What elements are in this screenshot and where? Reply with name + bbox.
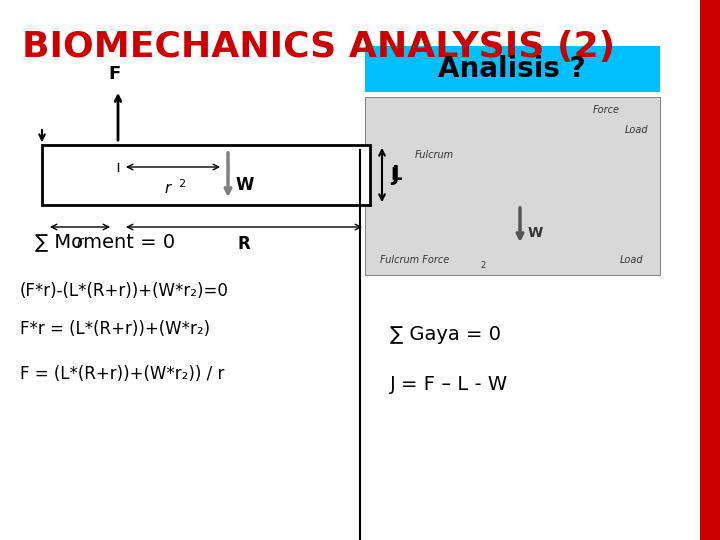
Text: Load: Load xyxy=(620,255,644,265)
Text: F*r = (L*(R+r))+(W*r₂): F*r = (L*(R+r))+(W*r₂) xyxy=(20,320,210,338)
Text: F = (L*(R+r))+(W*r₂)) / r: F = (L*(R+r))+(W*r₂)) / r xyxy=(20,365,225,383)
Text: Analisis ?: Analisis ? xyxy=(438,55,586,83)
Text: 2: 2 xyxy=(480,261,485,270)
Text: W: W xyxy=(236,176,254,194)
Bar xyxy=(365,97,660,275)
Text: ∑ Gaya = 0: ∑ Gaya = 0 xyxy=(390,325,501,344)
Text: Fulcrum: Fulcrum xyxy=(415,150,454,160)
Text: J: J xyxy=(391,165,399,185)
Text: (F*r)-(L*(R+r))+(W*r₂)=0: (F*r)-(L*(R+r))+(W*r₂)=0 xyxy=(20,282,229,300)
Text: ∑ Moment = 0: ∑ Moment = 0 xyxy=(35,232,175,251)
Text: Load: Load xyxy=(624,125,648,135)
Bar xyxy=(42,145,370,205)
Text: L: L xyxy=(390,166,401,184)
Text: 2: 2 xyxy=(178,179,185,189)
Text: r: r xyxy=(165,181,171,196)
Text: Force: Force xyxy=(593,105,620,115)
Bar xyxy=(700,0,720,540)
Text: F: F xyxy=(109,65,121,83)
Text: Fulcrum Force: Fulcrum Force xyxy=(380,255,449,265)
Text: J = F – L - W: J = F – L - W xyxy=(390,375,508,394)
Text: W: W xyxy=(528,226,544,240)
Text: r: r xyxy=(77,235,83,250)
Bar xyxy=(365,46,660,92)
Text: BIOMECHANICS ANALYSIS (2): BIOMECHANICS ANALYSIS (2) xyxy=(22,30,615,64)
Text: R: R xyxy=(238,235,251,253)
